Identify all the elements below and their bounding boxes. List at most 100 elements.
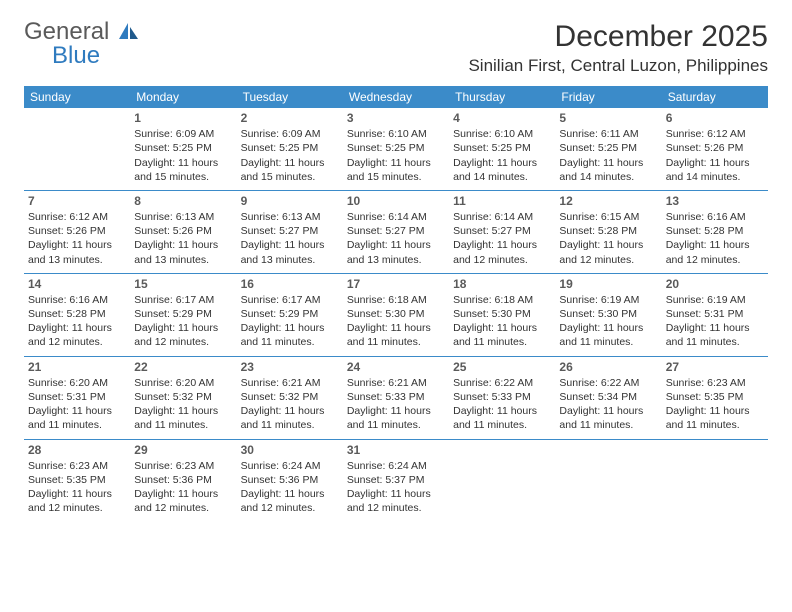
day-info: Sunrise: 6:16 AMSunset: 5:28 PMDaylight:… — [28, 293, 126, 350]
day-number: 14 — [28, 276, 126, 292]
day-info: Sunrise: 6:09 AMSunset: 5:25 PMDaylight:… — [241, 127, 339, 184]
day-info: Sunrise: 6:15 AMSunset: 5:28 PMDaylight:… — [559, 210, 657, 267]
day-number: 1 — [134, 110, 232, 126]
day-number: 21 — [28, 359, 126, 375]
day-info: Sunrise: 6:10 AMSunset: 5:25 PMDaylight:… — [347, 127, 445, 184]
day-number: 6 — [666, 110, 764, 126]
calendar-cell: 8Sunrise: 6:13 AMSunset: 5:26 PMDaylight… — [130, 190, 236, 273]
day-info: Sunrise: 6:21 AMSunset: 5:33 PMDaylight:… — [347, 376, 445, 433]
logo: General Blue — [24, 20, 139, 68]
calendar-cell: 7Sunrise: 6:12 AMSunset: 5:26 PMDaylight… — [24, 190, 130, 273]
calendar-cell: 6Sunrise: 6:12 AMSunset: 5:26 PMDaylight… — [662, 108, 768, 190]
weekday-header: Friday — [555, 86, 661, 108]
month-title: December 2025 — [468, 20, 768, 54]
calendar-cell — [662, 439, 768, 521]
day-info: Sunrise: 6:14 AMSunset: 5:27 PMDaylight:… — [347, 210, 445, 267]
weekday-header: Saturday — [662, 86, 768, 108]
day-info: Sunrise: 6:13 AMSunset: 5:27 PMDaylight:… — [241, 210, 339, 267]
day-info: Sunrise: 6:12 AMSunset: 5:26 PMDaylight:… — [28, 210, 126, 267]
day-number: 23 — [241, 359, 339, 375]
day-info: Sunrise: 6:22 AMSunset: 5:33 PMDaylight:… — [453, 376, 551, 433]
calendar-cell: 3Sunrise: 6:10 AMSunset: 5:25 PMDaylight… — [343, 108, 449, 190]
day-info: Sunrise: 6:18 AMSunset: 5:30 PMDaylight:… — [347, 293, 445, 350]
calendar-body: 1Sunrise: 6:09 AMSunset: 5:25 PMDaylight… — [24, 108, 768, 521]
calendar-cell: 4Sunrise: 6:10 AMSunset: 5:25 PMDaylight… — [449, 108, 555, 190]
day-info: Sunrise: 6:20 AMSunset: 5:32 PMDaylight:… — [134, 376, 232, 433]
calendar-cell: 13Sunrise: 6:16 AMSunset: 5:28 PMDayligh… — [662, 190, 768, 273]
day-info: Sunrise: 6:19 AMSunset: 5:30 PMDaylight:… — [559, 293, 657, 350]
day-info: Sunrise: 6:23 AMSunset: 5:35 PMDaylight:… — [666, 376, 764, 433]
calendar-cell: 17Sunrise: 6:18 AMSunset: 5:30 PMDayligh… — [343, 273, 449, 356]
calendar-cell — [449, 439, 555, 521]
calendar-cell: 19Sunrise: 6:19 AMSunset: 5:30 PMDayligh… — [555, 273, 661, 356]
calendar-cell: 2Sunrise: 6:09 AMSunset: 5:25 PMDaylight… — [237, 108, 343, 190]
calendar-cell: 5Sunrise: 6:11 AMSunset: 5:25 PMDaylight… — [555, 108, 661, 190]
day-info: Sunrise: 6:21 AMSunset: 5:32 PMDaylight:… — [241, 376, 339, 433]
weekday-header: Monday — [130, 86, 236, 108]
day-info: Sunrise: 6:18 AMSunset: 5:30 PMDaylight:… — [453, 293, 551, 350]
calendar-cell: 28Sunrise: 6:23 AMSunset: 5:35 PMDayligh… — [24, 439, 130, 521]
weekday-header: Sunday — [24, 86, 130, 108]
day-number: 28 — [28, 442, 126, 458]
calendar-cell: 14Sunrise: 6:16 AMSunset: 5:28 PMDayligh… — [24, 273, 130, 356]
day-number: 5 — [559, 110, 657, 126]
weekday-header: Wednesday — [343, 86, 449, 108]
calendar-cell: 20Sunrise: 6:19 AMSunset: 5:31 PMDayligh… — [662, 273, 768, 356]
day-info: Sunrise: 6:17 AMSunset: 5:29 PMDaylight:… — [134, 293, 232, 350]
day-number: 29 — [134, 442, 232, 458]
day-number: 26 — [559, 359, 657, 375]
day-number: 27 — [666, 359, 764, 375]
calendar-cell: 1Sunrise: 6:09 AMSunset: 5:25 PMDaylight… — [130, 108, 236, 190]
calendar-cell: 29Sunrise: 6:23 AMSunset: 5:36 PMDayligh… — [130, 439, 236, 521]
day-info: Sunrise: 6:23 AMSunset: 5:35 PMDaylight:… — [28, 459, 126, 516]
day-info: Sunrise: 6:20 AMSunset: 5:31 PMDaylight:… — [28, 376, 126, 433]
day-info: Sunrise: 6:13 AMSunset: 5:26 PMDaylight:… — [134, 210, 232, 267]
day-number: 15 — [134, 276, 232, 292]
calendar-cell: 27Sunrise: 6:23 AMSunset: 5:35 PMDayligh… — [662, 356, 768, 439]
day-number: 9 — [241, 193, 339, 209]
day-number: 17 — [347, 276, 445, 292]
day-number: 2 — [241, 110, 339, 126]
location-text: Sinilian First, Central Luzon, Philippin… — [468, 56, 768, 76]
day-info: Sunrise: 6:24 AMSunset: 5:37 PMDaylight:… — [347, 459, 445, 516]
day-number: 31 — [347, 442, 445, 458]
calendar-cell — [555, 439, 661, 521]
day-info: Sunrise: 6:09 AMSunset: 5:25 PMDaylight:… — [134, 127, 232, 184]
day-number: 11 — [453, 193, 551, 209]
day-info: Sunrise: 6:10 AMSunset: 5:25 PMDaylight:… — [453, 127, 551, 184]
day-number: 12 — [559, 193, 657, 209]
weekday-header: Tuesday — [237, 86, 343, 108]
calendar-cell: 9Sunrise: 6:13 AMSunset: 5:27 PMDaylight… — [237, 190, 343, 273]
day-number: 7 — [28, 193, 126, 209]
day-number: 30 — [241, 442, 339, 458]
day-number: 22 — [134, 359, 232, 375]
calendar-table: SundayMondayTuesdayWednesdayThursdayFrid… — [24, 86, 768, 521]
calendar-cell: 10Sunrise: 6:14 AMSunset: 5:27 PMDayligh… — [343, 190, 449, 273]
day-number: 4 — [453, 110, 551, 126]
calendar-cell: 11Sunrise: 6:14 AMSunset: 5:27 PMDayligh… — [449, 190, 555, 273]
calendar-cell: 18Sunrise: 6:18 AMSunset: 5:30 PMDayligh… — [449, 273, 555, 356]
day-number: 20 — [666, 276, 764, 292]
calendar-cell — [24, 108, 130, 190]
day-info: Sunrise: 6:16 AMSunset: 5:28 PMDaylight:… — [666, 210, 764, 267]
day-number: 8 — [134, 193, 232, 209]
day-number: 19 — [559, 276, 657, 292]
calendar-cell: 15Sunrise: 6:17 AMSunset: 5:29 PMDayligh… — [130, 273, 236, 356]
calendar-cell: 16Sunrise: 6:17 AMSunset: 5:29 PMDayligh… — [237, 273, 343, 356]
day-number: 10 — [347, 193, 445, 209]
calendar-cell: 31Sunrise: 6:24 AMSunset: 5:37 PMDayligh… — [343, 439, 449, 521]
calendar-cell: 30Sunrise: 6:24 AMSunset: 5:36 PMDayligh… — [237, 439, 343, 521]
calendar-cell: 24Sunrise: 6:21 AMSunset: 5:33 PMDayligh… — [343, 356, 449, 439]
day-info: Sunrise: 6:12 AMSunset: 5:26 PMDaylight:… — [666, 127, 764, 184]
day-info: Sunrise: 6:17 AMSunset: 5:29 PMDaylight:… — [241, 293, 339, 350]
day-info: Sunrise: 6:14 AMSunset: 5:27 PMDaylight:… — [453, 210, 551, 267]
day-info: Sunrise: 6:19 AMSunset: 5:31 PMDaylight:… — [666, 293, 764, 350]
day-info: Sunrise: 6:24 AMSunset: 5:36 PMDaylight:… — [241, 459, 339, 516]
day-info: Sunrise: 6:22 AMSunset: 5:34 PMDaylight:… — [559, 376, 657, 433]
calendar-cell: 21Sunrise: 6:20 AMSunset: 5:31 PMDayligh… — [24, 356, 130, 439]
day-info: Sunrise: 6:11 AMSunset: 5:25 PMDaylight:… — [559, 127, 657, 184]
header: General Blue December 2025 Sinilian Firs… — [24, 20, 768, 76]
logo-text-blue: Blue — [24, 44, 139, 68]
day-number: 3 — [347, 110, 445, 126]
day-number: 25 — [453, 359, 551, 375]
